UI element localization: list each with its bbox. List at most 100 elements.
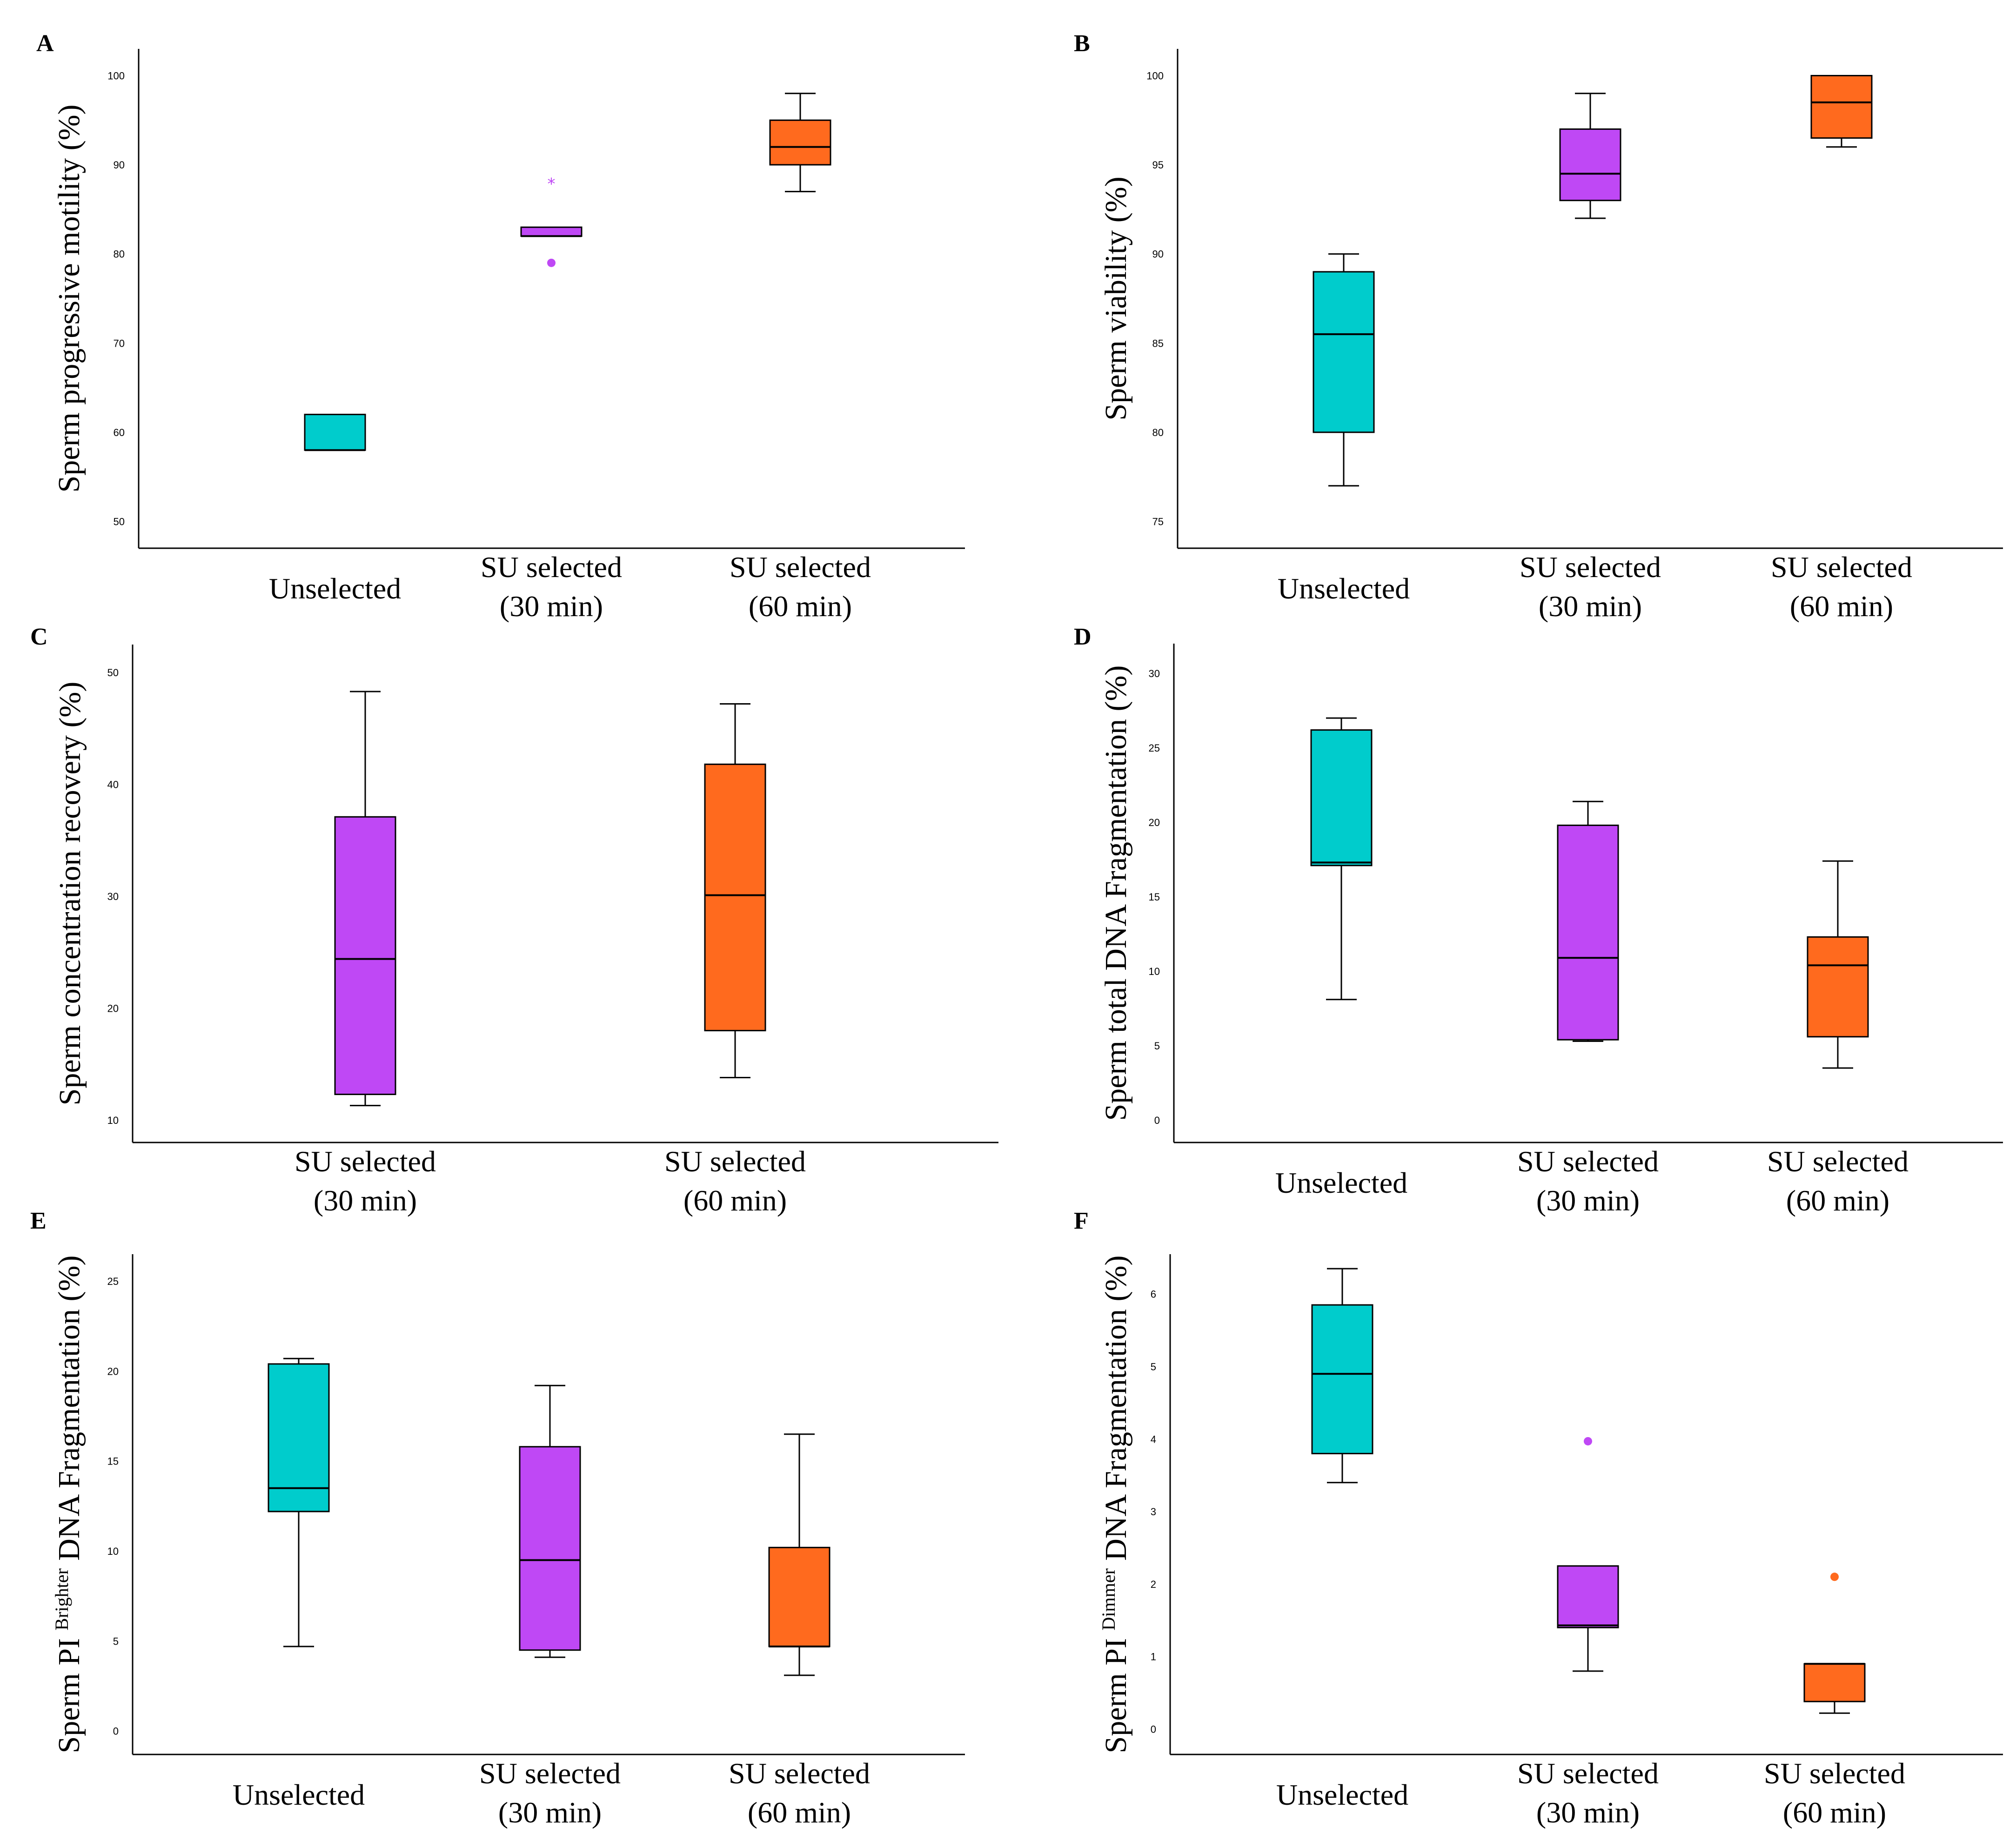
category-label: SU selected — [1767, 1145, 1909, 1178]
box-group — [1803, 1572, 1866, 1714]
iqr-box — [520, 226, 583, 237]
panel-e: E 0 5 10 15 20 25 Sperm PI Brighter DNA Fragmen… — [30, 1208, 965, 1829]
y-tick-label: 0 — [1154, 1115, 1160, 1126]
box-group — [704, 703, 766, 1079]
category-label: SU selected — [730, 551, 871, 584]
box-group — [1810, 74, 1873, 148]
iqr-box — [334, 816, 396, 1095]
outlier-marker — [547, 258, 556, 267]
iqr-box — [768, 1546, 831, 1647]
y-axis-label: Sperm progressive motility (%) — [52, 104, 86, 492]
panel-a: A 50 60 70 80 90 100 Sperm progressive motility… — [36, 30, 965, 623]
y-axis-label-superscript: Brighter — [51, 1568, 72, 1630]
panel-letter: B — [1074, 30, 1090, 57]
outlier-marker — [1584, 1437, 1592, 1445]
y-tick-label: 6 — [1151, 1289, 1156, 1300]
category-label: SU selected — [1517, 1145, 1659, 1178]
y-axis-label-part: DNA Fragmentation (%) — [1099, 1255, 1133, 1568]
y-tick-label: 20 — [107, 1365, 119, 1377]
panel-c: C 10 20 30 40 50 Sperm concentration recovery … — [30, 624, 998, 1217]
y-tick-label: 90 — [1152, 249, 1164, 260]
category-label: Unselected — [233, 1778, 365, 1811]
box-group — [1313, 253, 1375, 487]
y-tick-label: 85 — [1152, 337, 1164, 349]
box-group — [769, 93, 831, 193]
y-tick-label: 10 — [107, 1546, 119, 1557]
category-label: SU selected — [729, 1757, 870, 1790]
outlier-marker — [1830, 1572, 1839, 1581]
iqr-box — [1557, 1565, 1619, 1628]
category-label: SU selected — [1517, 1757, 1659, 1790]
category-label: SU selected — [1520, 551, 1661, 584]
y-tick-label: 2 — [1151, 1579, 1156, 1590]
y-axis-label: Sperm total DNA Fragmentation (%) — [1099, 665, 1133, 1121]
panel-f: F 0 1 2 3 4 5 6 Sperm PI Dimmer DNA Fragmentatio… — [1074, 1208, 2003, 1829]
y-axis-label-superscript: Dimmer — [1098, 1568, 1119, 1630]
panel-b: B 75 80 85 90 95 100 Sperm viability (%) Unselec… — [1074, 30, 2003, 623]
category-label: (30 min) — [1536, 1184, 1640, 1217]
y-tick-label: 80 — [114, 249, 125, 260]
box-group — [1557, 800, 1619, 1042]
category-label: (60 min) — [683, 1184, 787, 1217]
box-group — [1311, 1268, 1373, 1484]
y-tick-label: 20 — [1149, 817, 1160, 828]
y-tick-label: 10 — [1149, 966, 1160, 977]
iqr-box — [769, 119, 831, 166]
panel-letter: E — [30, 1208, 47, 1234]
box-group — [334, 691, 396, 1107]
y-tick-label: 60 — [114, 427, 125, 438]
y-tick-label: 25 — [1149, 742, 1160, 754]
iqr-box — [1810, 74, 1873, 139]
y-tick-label: 100 — [1146, 70, 1164, 81]
box-group — [1310, 717, 1373, 1001]
box-group — [1807, 860, 1869, 1069]
y-tick-label: 50 — [107, 667, 119, 679]
category-label: SU selected — [479, 1757, 621, 1790]
y-tick-label: 5 — [113, 1635, 119, 1647]
y-tick-label: 15 — [107, 1456, 119, 1467]
category-label: Unselected — [1275, 1166, 1407, 1199]
y-tick-label: 90 — [114, 159, 125, 171]
box-group — [519, 1384, 581, 1658]
panel-letter: F — [1074, 1208, 1089, 1234]
y-axis-label-part: Sperm PI — [52, 1631, 86, 1754]
y-tick-label: 10 — [107, 1115, 119, 1126]
category-label: SU selected — [481, 551, 622, 584]
y-axis-label: Sperm concentration recovery (%) — [53, 682, 87, 1106]
panel-letter: A — [36, 30, 54, 57]
y-axis-label: Sperm PI Dimmer DNA Fragmentation (%) — [1098, 1255, 1133, 1753]
category-label: SU selected — [664, 1145, 806, 1178]
box-group — [1559, 93, 1621, 219]
iqr-box — [1803, 1663, 1866, 1702]
y-tick-label: 3 — [1151, 1506, 1156, 1518]
category-label: (60 min) — [1786, 1184, 1889, 1217]
category-label: SU selected — [1771, 551, 1912, 584]
y-tick-label: 20 — [107, 1002, 119, 1014]
iqr-box — [1310, 729, 1373, 867]
iqr-box — [1557, 824, 1619, 1041]
iqr-box — [1559, 128, 1621, 202]
y-tick-label: 95 — [1152, 159, 1164, 171]
extreme-outlier-marker: * — [548, 175, 556, 193]
category-label: (60 min) — [748, 1796, 851, 1829]
iqr-box — [1807, 936, 1869, 1038]
category-label: (30 min) — [314, 1184, 417, 1217]
category-label: Unselected — [1276, 1778, 1408, 1811]
y-tick-label: 25 — [107, 1276, 119, 1287]
category-label: SU selected — [1764, 1757, 1905, 1790]
y-tick-label: 40 — [107, 779, 119, 791]
iqr-box — [1311, 1304, 1373, 1454]
category-label: (30 min) — [1536, 1796, 1640, 1829]
iqr-box — [1313, 271, 1375, 433]
y-axis-label: Sperm viability (%) — [1099, 176, 1133, 420]
category-label: Unselected — [1278, 572, 1410, 605]
y-tick-label: 30 — [1149, 668, 1160, 679]
y-tick-label: 1 — [1151, 1651, 1156, 1663]
category-label: Unselected — [269, 572, 401, 605]
y-tick-label: 5 — [1151, 1361, 1156, 1372]
panel-letter: C — [30, 624, 48, 650]
category-label: (30 min) — [500, 590, 603, 623]
y-tick-label: 0 — [1151, 1723, 1156, 1735]
iqr-box — [304, 414, 366, 451]
